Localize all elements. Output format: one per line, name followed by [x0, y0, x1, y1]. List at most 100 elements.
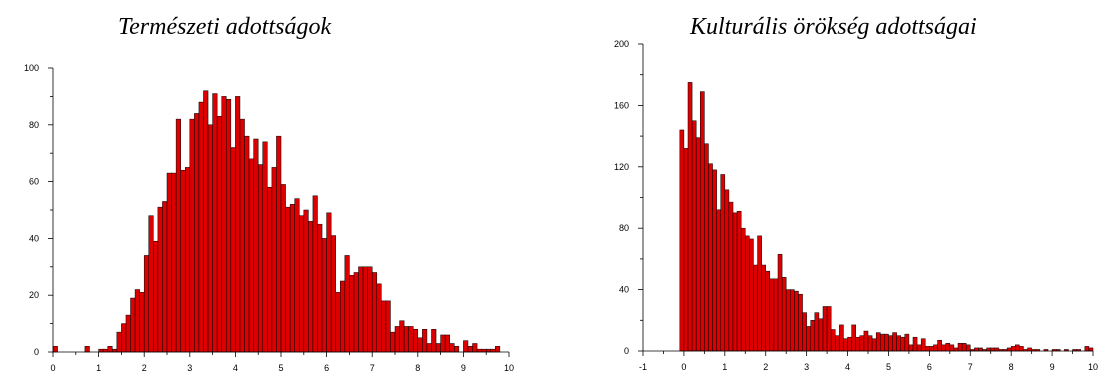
chart-1-bar	[139, 292, 145, 353]
chart-2-bar	[847, 336, 852, 352]
chart-1-bar	[481, 348, 487, 353]
chart-2-x-tick-label: 10	[1088, 362, 1098, 372]
chart-1-x-tick-label: 2	[142, 363, 147, 373]
chart-1-bar	[52, 346, 58, 353]
chart-2-bar	[1027, 347, 1032, 352]
chart-2-bar	[822, 306, 828, 352]
chart-1-bar	[463, 340, 469, 353]
chart-1-bar	[276, 135, 282, 353]
chart-1-bar	[312, 195, 318, 353]
chart-1-bar	[308, 221, 314, 353]
chart-2-bar	[790, 289, 795, 352]
chart-2-x-tick-label: 6	[927, 362, 932, 372]
chart-2-bar	[925, 346, 930, 352]
chart-2-bar	[1084, 346, 1090, 352]
chart-1-bar	[344, 255, 350, 353]
chart-2-bar	[1010, 346, 1016, 352]
chart-1-bar	[134, 289, 140, 353]
chart-1-bar	[239, 118, 245, 353]
chart-2-bar	[794, 290, 799, 352]
chart-1-bar	[317, 223, 323, 353]
chart-1-x-tick-label: 10	[504, 363, 514, 373]
chart-2-bar	[769, 278, 775, 352]
chart-2-bar	[945, 343, 951, 352]
chart-1-bar	[98, 348, 104, 353]
chart-2-bar	[953, 347, 959, 352]
chart-2-bar	[761, 264, 766, 352]
chart-1-bar	[203, 90, 209, 353]
chart-2-bar	[679, 129, 685, 352]
chart-2-bar	[700, 91, 705, 352]
chart-2-bar	[1088, 347, 1094, 352]
chart-1-bar	[162, 201, 168, 353]
chart-2-bar	[777, 254, 783, 352]
chart-1-x-tick-label: 3	[187, 363, 192, 373]
chart-2-bar	[720, 174, 726, 352]
chart-2-bar	[986, 347, 991, 352]
chart-1-bar	[148, 215, 154, 353]
chart-1-bar	[157, 206, 163, 353]
chart-1-bar	[189, 118, 195, 353]
chart-1-x-tick-label: 6	[324, 363, 329, 373]
chart-1-bar	[454, 346, 460, 353]
chart-2-bar	[957, 343, 963, 352]
chart-2-bar	[785, 289, 791, 352]
chart-1-bar	[84, 346, 90, 353]
chart-2-bar	[908, 344, 914, 352]
chart-1-bar	[285, 206, 291, 353]
chart-2-bar	[929, 346, 934, 352]
chart-1-bar	[385, 300, 391, 353]
chart-2-x-tick-label: 3	[804, 362, 809, 372]
chart-1-bar	[399, 320, 405, 353]
chart-2-y-tick-label: 120	[614, 162, 629, 172]
chart-2-bar	[875, 332, 881, 352]
chart-2-bar	[749, 238, 754, 352]
chart-1-bar	[362, 266, 368, 353]
chart-1-bar	[267, 187, 273, 353]
chart-1-y-tick-label: 40	[29, 233, 39, 243]
chart-1-x-tick-label: 0	[50, 363, 55, 373]
chart-2-x-tick-label: 0	[681, 362, 686, 372]
chart-1-bar	[194, 113, 200, 353]
chart-1-bar	[112, 348, 118, 353]
chart-1-bar	[321, 238, 327, 353]
chart-1-bar	[171, 172, 177, 353]
chart-2-bar	[978, 347, 983, 352]
chart-2-bar	[990, 347, 996, 352]
chart-2-bar	[773, 278, 779, 352]
chart-1-bar	[408, 326, 414, 353]
chart-1-bar	[335, 292, 341, 353]
chart-2-bar	[712, 169, 717, 352]
chart-2-x-tick-label: 8	[1009, 362, 1014, 372]
chart-1-bar	[166, 172, 172, 353]
chart-2-bar	[896, 335, 901, 352]
chart-1-bar	[381, 300, 387, 353]
chart-1-bar	[449, 343, 455, 353]
chart-1-title: Természeti adottságok	[118, 14, 332, 40]
chart-2-bar	[859, 335, 865, 352]
chart-2-bar	[920, 338, 926, 352]
chart-2-bar	[888, 335, 893, 352]
chart-1-x-tick-label: 4	[233, 363, 238, 373]
chart-2-bar	[818, 318, 824, 352]
chart-2-bar	[994, 347, 1000, 352]
chart-2-y-tick-label: 80	[619, 223, 629, 233]
chart-1-bar	[143, 255, 150, 353]
chart-2-bar	[863, 330, 869, 352]
chart-2-x-tick-label: 4	[845, 362, 850, 372]
chart-1-bar	[367, 266, 373, 353]
chart-2-bar	[798, 293, 803, 352]
chart-1-bar	[298, 215, 305, 353]
chart-2-bar	[1019, 346, 1024, 352]
chart-2-bar	[867, 335, 873, 352]
chart-1-bar	[235, 96, 241, 353]
chart-2-x-tick-label: -1	[639, 362, 647, 372]
chart-1-y-tick-label: 80	[29, 120, 39, 130]
chart-1-y-tick-label: 0	[34, 347, 39, 357]
chart-1-x-tick-label: 5	[278, 363, 283, 373]
chart-2-bar	[683, 148, 689, 352]
chart-2-y-tick-label: 160	[614, 100, 629, 110]
chart-2-bar	[736, 211, 742, 352]
chart-1-bar	[216, 116, 222, 353]
